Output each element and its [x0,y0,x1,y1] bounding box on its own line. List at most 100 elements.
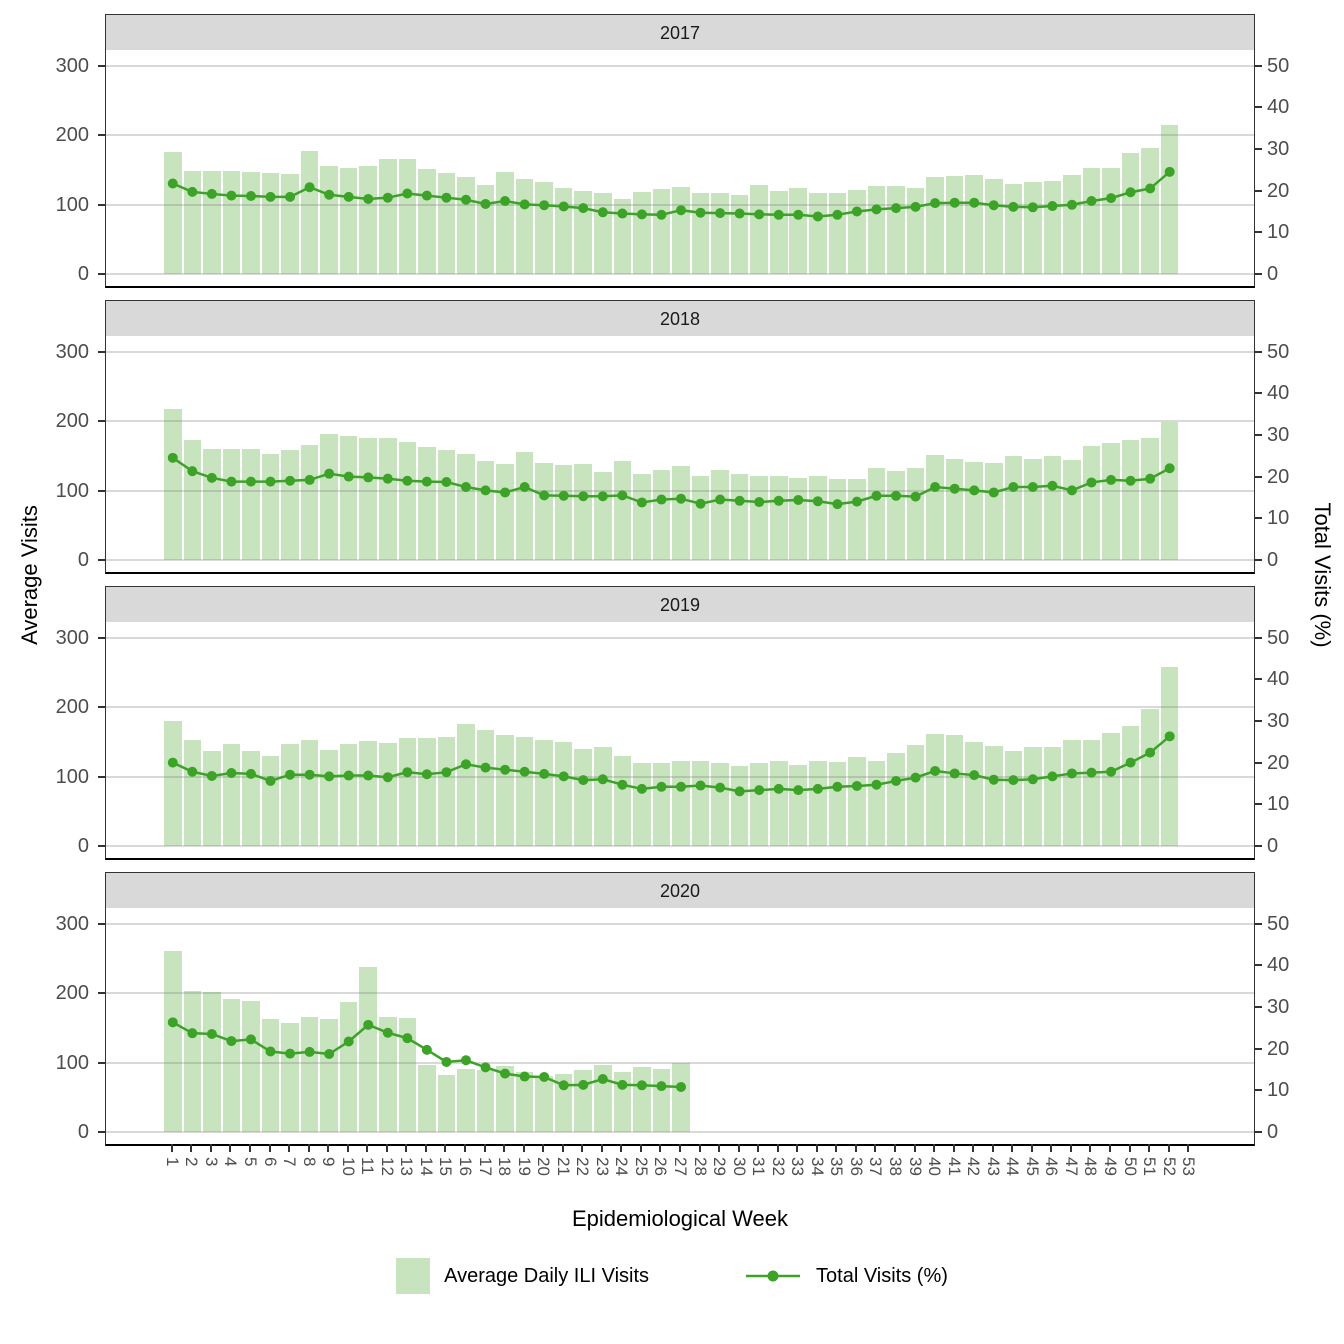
right-tick-label-2018-10: 10 [1267,507,1290,530]
point-2017-week-46 [1047,201,1058,212]
gridline-300 [106,64,1254,67]
left-tick-label-2017-200: 200 [55,124,89,146]
point-2017-week-2 [187,186,198,197]
total-visits-line-2020 [167,1017,686,1092]
bar-2019-week-12 [378,743,397,846]
point-2020-week-9 [324,1049,335,1060]
point-2018-week-38 [891,490,902,501]
point-2018-week-7 [285,475,296,486]
bar-2017-week-47 [1063,175,1081,274]
bar-2018-week-50 [1121,440,1140,560]
facet-strip-2017: 2017 [105,14,1255,52]
point-2019-week-33 [793,785,804,796]
bar-2017-week-11 [359,165,378,274]
point-2017-week-15 [441,192,452,203]
point-2020-week-3 [206,1029,217,1040]
x-tick-mark-25 [639,1144,642,1152]
bar-2018-week-43 [984,463,1003,560]
bar-2020-week-2 [183,990,202,1132]
bar-2020-week-14 [418,1065,436,1132]
x-tick-label-12: 12 [377,1157,397,1176]
bar-2020-week-18 [496,1065,514,1132]
bar-2019-week-50 [1121,725,1140,846]
bar-2018-week-45 [1024,458,1042,560]
point-2019-week-24 [617,779,628,790]
bar-2019-week-8 [300,739,319,846]
gridline-300 [106,922,1254,925]
right-tick-mark [1255,106,1262,109]
bar-2019-week-2 [183,740,202,846]
point-2017-week-52 [1164,166,1175,177]
point-2019-week-38 [891,775,902,786]
right-tick-label-2017-0: 0 [1267,263,1279,285]
total-visits-line-2019 [167,731,1175,797]
point-2018-week-46 [1047,480,1058,491]
point-2018-week-6 [265,476,276,487]
facet-row-2017: 2017 300 200 100 0 50 40 30 20 10 0 [0,14,1344,288]
point-2019-week-46 [1047,771,1058,782]
point-2019-week-8 [304,769,315,780]
point-2017-week-7 [285,191,296,202]
x-tick-label-18: 18 [495,1157,515,1176]
point-2017-week-38 [891,203,902,214]
bar-2018-week-27 [672,466,690,560]
point-2017-week-30 [734,208,745,219]
x-tick-label-46: 46 [1042,1157,1062,1176]
x-tick-label-13: 13 [397,1157,417,1176]
facet-strip-2020: 2020 [105,872,1255,910]
point-2018-week-35 [832,499,843,510]
x-tick-mark-10 [346,1144,349,1152]
point-2018-week-15 [441,477,452,488]
bar-2018-week-38 [887,471,905,560]
legend-line-label: Total Visits (%) [816,1264,948,1287]
bar-2017-week-22 [574,191,593,274]
bar-2018-week-36 [848,478,866,560]
point-2019-week-16 [460,759,471,770]
point-2020-week-15 [441,1056,452,1067]
x-tick-label-40: 40 [925,1157,945,1176]
bar-2019-week-15 [437,736,456,846]
point-2019-week-32 [773,783,784,794]
point-2017-week-16 [460,194,471,205]
point-2017-week-14 [421,190,432,201]
left-tick-mark [98,922,105,925]
point-2020-week-20 [539,1071,550,1082]
left-tick-mark [98,420,105,422]
x-tick-mark-43 [991,1144,994,1152]
x-tick-label-51: 51 [1140,1157,1160,1176]
point-2017-week-48 [1086,196,1097,207]
right-tick-label-2020-0: 0 [1267,1121,1279,1143]
bar-2019-week-11 [359,741,378,846]
bar-2019-week-52 [1160,667,1179,846]
x-tick-label-50: 50 [1120,1157,1140,1176]
x-tick-mark-3 [209,1144,212,1152]
point-2018-week-14 [421,476,432,487]
point-2019-week-27 [676,781,686,792]
x-tick-mark-51 [1148,1144,1151,1152]
point-2019-week-13 [402,767,413,778]
x-tick-mark-37 [874,1144,877,1152]
point-2019-week-17 [480,762,491,773]
x-tick-label-47: 47 [1061,1157,1081,1176]
bar-2018-week-30 [730,473,749,560]
bar-2019-week-1 [163,720,182,846]
point-2019-week-48 [1086,767,1097,778]
bar-2020-week-8 [300,1016,319,1132]
left-tick-mark [98,273,105,275]
line-swatch-icon [746,1270,801,1282]
point-2018-week-1 [167,452,178,463]
point-2019-week-43 [988,774,999,785]
bar-2020-week-7 [281,1022,299,1132]
bar-2018-week-32 [769,475,788,560]
right-tick-label-2017-10: 10 [1267,221,1290,244]
point-2019-week-12 [382,772,393,783]
x-tick-mark-13 [405,1144,408,1152]
point-2019-week-11 [363,770,374,781]
point-2019-week-15 [441,767,452,778]
point-2018-week-52 [1164,463,1175,474]
right-tick-label-2017-40: 40 [1267,96,1290,119]
x-tick-label-6: 6 [260,1157,280,1167]
left-tick-mark [98,64,105,67]
bar-2020-week-10 [339,1002,358,1132]
point-2017-week-13 [402,188,413,199]
